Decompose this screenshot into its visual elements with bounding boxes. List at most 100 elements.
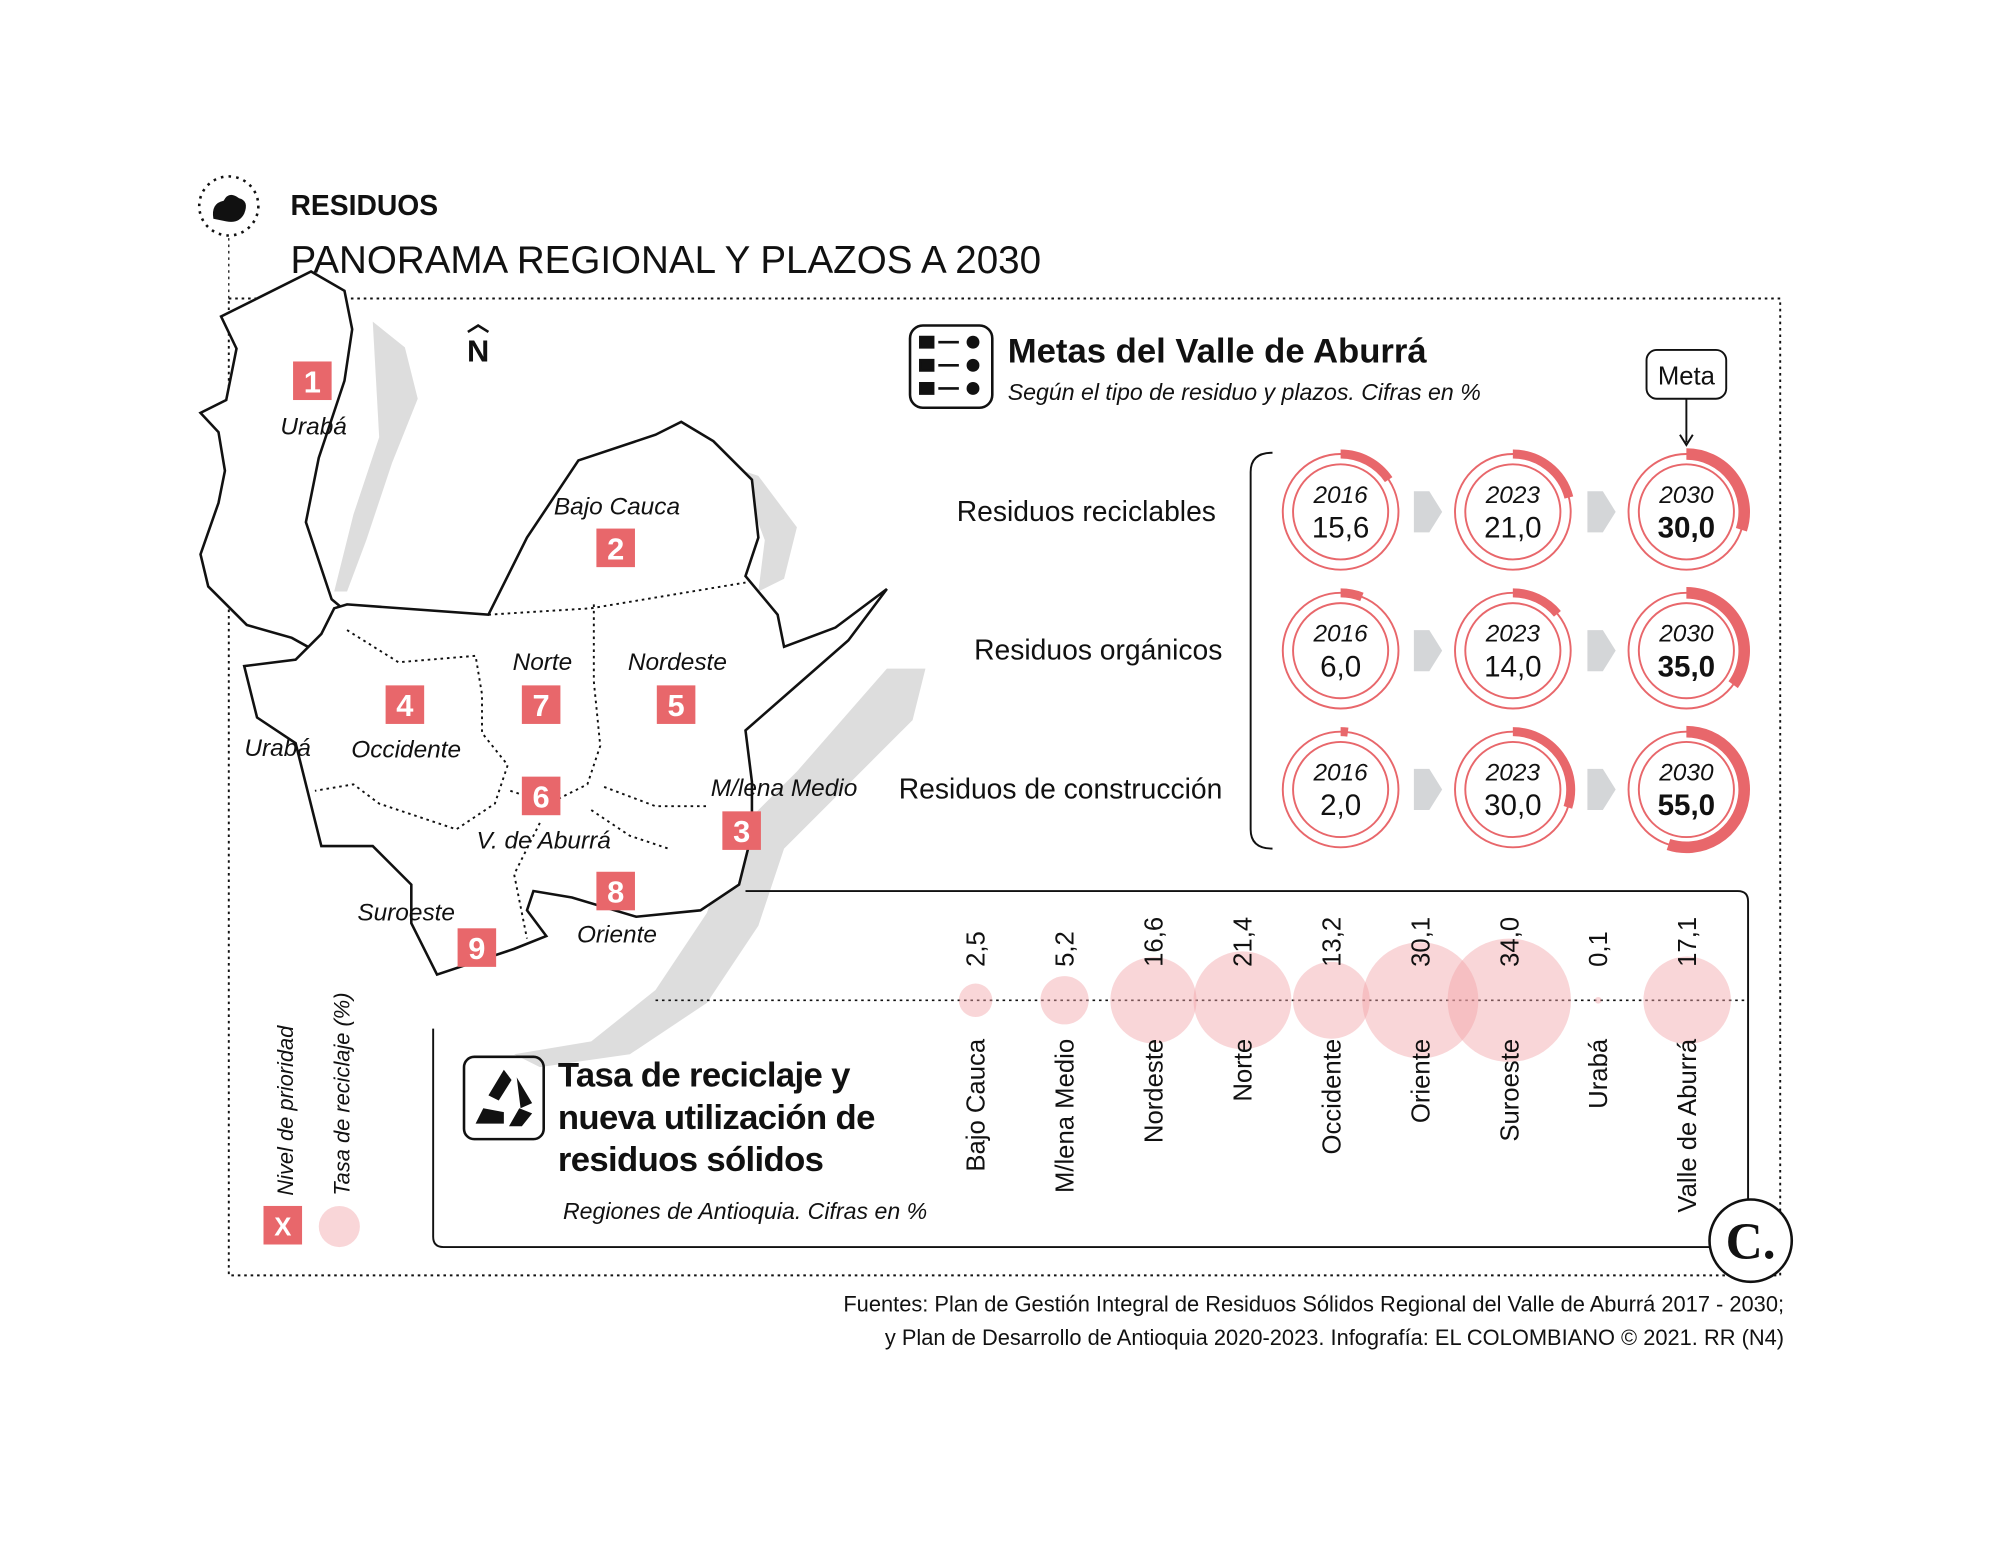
ring-value: 6,0 <box>1320 650 1361 683</box>
ring-year: 2030 <box>1658 759 1714 786</box>
ring-value: 55,0 <box>1658 789 1716 822</box>
bubble <box>1193 951 1292 1050</box>
ring-inner <box>1637 740 1735 839</box>
metas-icon-dot <box>966 335 980 349</box>
metas-icon-dot <box>966 382 980 395</box>
region-number-box <box>722 811 761 850</box>
ring-inner <box>1464 463 1562 561</box>
ring-arc <box>1340 449 1393 483</box>
value-label: 2,5 <box>963 931 991 967</box>
region-label: Suroeste <box>357 900 455 927</box>
step-arrow <box>1587 491 1616 533</box>
category-label: Oriente <box>1407 1039 1435 1123</box>
region-number-box <box>596 871 635 911</box>
value-label: 5,2 <box>1052 931 1080 967</box>
legend-priority-box <box>263 1205 303 1245</box>
ring-year: 2030 <box>1658 621 1714 648</box>
legend-rate: Tasa de reciclaje (%) <box>330 993 355 1196</box>
source-line: Fuentes: Plan de Gestión Integral de Res… <box>843 1291 1784 1316</box>
step-arrow <box>1413 768 1443 811</box>
value-label: 17,1 <box>1674 917 1702 967</box>
metas-icon <box>908 324 994 410</box>
value-label: 34,0 <box>1496 917 1524 967</box>
ring-value: 30,0 <box>1658 512 1716 545</box>
bubble <box>1362 942 1479 1059</box>
ring-year: 2016 <box>1312 482 1368 509</box>
value-label: 21,4 <box>1229 917 1257 967</box>
ring-inner <box>1292 463 1390 561</box>
chart-title-box: Tasa de reciclaje y nueva utilización de… <box>558 1056 876 1179</box>
region-number: 5 <box>668 688 685 723</box>
value-label: 30,1 <box>1407 917 1435 967</box>
ring-arc <box>1686 448 1750 532</box>
region-number-box <box>521 776 561 816</box>
step-arrow <box>1587 768 1616 811</box>
bubble <box>958 983 993 1018</box>
region-number-box <box>385 685 425 724</box>
category-label: Nordeste <box>1140 1039 1168 1143</box>
region-boundaries <box>314 581 746 939</box>
category-label: M/lena Medio <box>1052 1039 1080 1193</box>
chart-title: Metas del Valle de Aburrá <box>1008 333 1428 371</box>
region-number-box <box>596 528 635 568</box>
legend-priority: Nivel de prioridad <box>273 1025 298 1196</box>
ring-arc <box>1512 588 1561 617</box>
ring-value: 30,0 <box>1484 789 1542 822</box>
ring-inner <box>1464 740 1562 839</box>
ring-inner <box>1292 602 1390 700</box>
row-label: Residuos orgánicos <box>974 634 1222 666</box>
bubble <box>1292 961 1370 1039</box>
region-outline <box>198 270 354 653</box>
ring-year: 2016 <box>1312 759 1368 786</box>
bracket <box>1249 451 1273 850</box>
ring-arc <box>1340 588 1364 602</box>
header-icon-blob <box>212 194 246 222</box>
row-label: Residuos de construcción <box>899 772 1223 804</box>
region-label: Bajo Cauca <box>554 493 680 520</box>
value-label: 16,6 <box>1140 917 1168 967</box>
chart-subtitle: Según el tipo de residuo y plazos. Cifra… <box>1008 379 1481 405</box>
row-label: Residuos reciclables <box>957 495 1216 527</box>
value-label: 0,1 <box>1585 931 1613 967</box>
section: RESIDUOS <box>290 189 438 221</box>
ring-value: 14,0 <box>1484 650 1542 683</box>
value-label: 13,2 <box>1318 917 1346 967</box>
ring-value: 21,0 <box>1484 512 1542 545</box>
north-symbol: N <box>467 333 489 368</box>
ring-arc <box>1512 449 1574 499</box>
logo-text: C. <box>1726 1214 1776 1271</box>
region-number: 6 <box>533 779 550 814</box>
ring-year: 2016 <box>1312 621 1368 648</box>
region-label: M/lena Medio <box>711 775 858 802</box>
step-arrow <box>1587 630 1616 672</box>
annotation: Meta <box>1658 363 1716 391</box>
bubble <box>1447 938 1571 1062</box>
category-label: Valle de Aburrá <box>1674 1038 1702 1212</box>
region-label: Nordeste <box>628 649 727 676</box>
ring-year: 2030 <box>1658 482 1714 509</box>
ring-value: 35,0 <box>1658 650 1716 683</box>
bubble <box>1594 996 1602 1004</box>
bubble <box>1643 956 1731 1045</box>
region-label: Urabá <box>280 414 346 441</box>
region-number: 9 <box>468 931 485 966</box>
ring-inner <box>1292 740 1390 839</box>
ring-year: 2023 <box>1485 621 1541 648</box>
region-label: Urabá <box>244 735 310 762</box>
metas-icon-dot <box>966 358 980 372</box>
source-line: y Plan de Desarrollo de Antioquia 2020-2… <box>885 1325 1784 1350</box>
region-number: 3 <box>733 814 750 849</box>
north-caret <box>467 323 490 334</box>
bubble <box>1040 976 1089 1025</box>
region-label: V. de Aburrá <box>477 828 611 855</box>
meta-arrow <box>1679 398 1694 447</box>
region-number-box <box>293 361 332 401</box>
legend-rate-swatch <box>318 1205 360 1248</box>
metas-icon-lines <box>919 335 959 395</box>
ring-arc <box>1512 727 1576 809</box>
bubble <box>1110 957 1197 1044</box>
ring-value: 2,0 <box>1320 789 1361 822</box>
category-label: Bajo Cauca <box>963 1038 991 1172</box>
category-label: Suroeste <box>1496 1039 1524 1142</box>
category-label: Occidente <box>1318 1039 1346 1155</box>
